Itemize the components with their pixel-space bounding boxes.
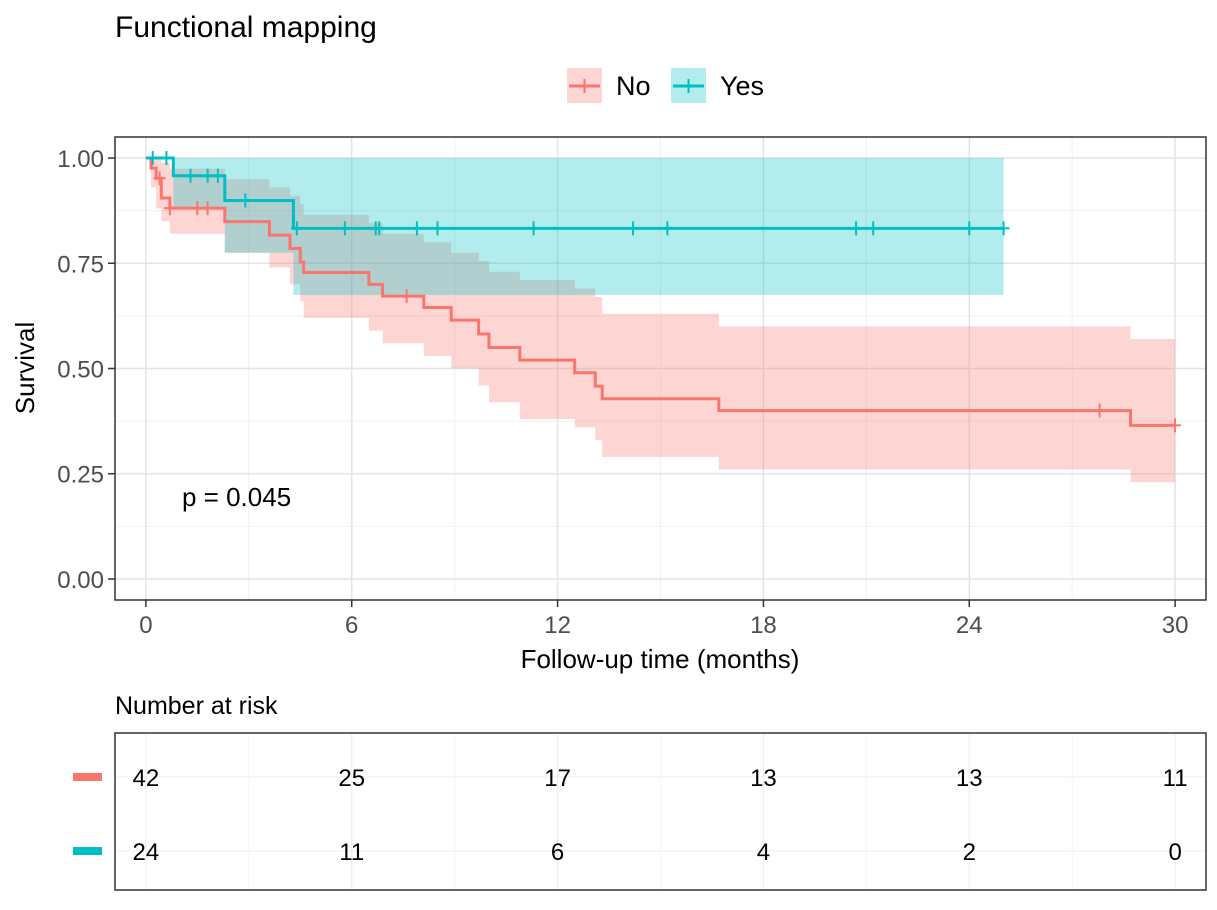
legend-item-no: No bbox=[567, 68, 651, 103]
censor-mark-no bbox=[163, 201, 176, 216]
risk-row-key-yes bbox=[73, 847, 102, 855]
risk-count-no: 11 bbox=[1163, 765, 1188, 792]
x-tick-label: 30 bbox=[1162, 612, 1189, 639]
risk-count-yes: 0 bbox=[1168, 839, 1181, 866]
censor-mark-yes bbox=[146, 151, 159, 166]
risk-count-no: 13 bbox=[956, 765, 983, 792]
survival-curves bbox=[145, 156, 1176, 427]
y-tick-label: 1.00 bbox=[57, 146, 104, 173]
survival-curve-no bbox=[145, 156, 1176, 427]
risk-count-no: 13 bbox=[750, 765, 777, 792]
risk-table-title: Number at risk bbox=[115, 692, 278, 720]
x-axis-title: Follow-up time (months) bbox=[521, 644, 800, 674]
censor-mark-yes bbox=[211, 168, 224, 183]
censor-mark-no bbox=[400, 289, 413, 304]
plot-grid bbox=[115, 137, 1206, 600]
censor-mark-yes bbox=[184, 168, 197, 183]
risk-count-no: 25 bbox=[338, 765, 365, 792]
risk-count-no: 17 bbox=[544, 765, 571, 792]
chart-title: Functional mapping bbox=[115, 11, 377, 44]
risk-count-yes: 24 bbox=[133, 839, 160, 866]
risk-count-yes: 11 bbox=[339, 839, 364, 866]
y-tick-label: 0.25 bbox=[57, 462, 104, 489]
confidence-bands bbox=[145, 158, 1176, 483]
x-tick-label: 24 bbox=[956, 612, 983, 639]
censor-mark-no bbox=[1093, 403, 1106, 418]
censor-marks bbox=[146, 151, 1182, 433]
censor-mark-yes bbox=[527, 221, 540, 236]
censor-mark-no bbox=[1169, 418, 1182, 433]
censor-mark-yes bbox=[373, 221, 386, 236]
ci-band-yes bbox=[145, 158, 1004, 295]
y-tick-label: 0.00 bbox=[57, 567, 104, 594]
legend-label-yes: Yes bbox=[720, 71, 764, 101]
risk-row-key-no bbox=[73, 773, 102, 781]
y-tick-label: 0.75 bbox=[57, 251, 104, 278]
censor-mark-yes bbox=[201, 168, 214, 183]
censor-mark-no bbox=[191, 201, 204, 216]
legend: No Yes bbox=[567, 68, 764, 103]
censor-mark-yes bbox=[338, 221, 351, 236]
censor-mark-yes bbox=[997, 221, 1010, 236]
pvalue-label: p = 0.045 bbox=[182, 482, 291, 512]
censor-mark-yes bbox=[627, 221, 640, 236]
censor-mark-no bbox=[201, 201, 214, 216]
risk-table-border bbox=[114, 732, 1207, 891]
risk-count-no: 42 bbox=[133, 765, 160, 792]
y-axis: 0.00 0.25 0.50 0.75 1.00 bbox=[57, 146, 115, 594]
x-tick-label: 0 bbox=[139, 612, 152, 639]
censor-mark-yes bbox=[867, 221, 880, 236]
risk-count-yes: 6 bbox=[551, 839, 564, 866]
censor-mark-yes bbox=[160, 151, 173, 166]
censor-mark-yes bbox=[290, 221, 303, 236]
legend-label-no: No bbox=[616, 71, 651, 101]
x-tick-label: 12 bbox=[544, 612, 571, 639]
x-axis: 0 6 12 18 24 30 bbox=[139, 600, 1188, 639]
censor-mark-yes bbox=[239, 193, 252, 208]
legend-item-yes: Yes bbox=[671, 68, 764, 103]
y-axis-title: Survival bbox=[10, 322, 40, 414]
censor-mark-yes bbox=[431, 221, 444, 236]
censor-mark-yes bbox=[963, 221, 976, 236]
risk-count-yes: 4 bbox=[757, 839, 770, 866]
y-tick-label: 0.50 bbox=[57, 357, 104, 384]
x-tick-label: 6 bbox=[345, 612, 358, 639]
censor-mark-yes bbox=[661, 221, 674, 236]
ci-band-no bbox=[145, 158, 1176, 483]
censor-mark-yes bbox=[850, 221, 863, 236]
survival-curve-yes bbox=[145, 156, 1004, 230]
risk-count-yes: 2 bbox=[963, 839, 976, 866]
censor-mark-no bbox=[153, 171, 166, 186]
x-tick-label: 18 bbox=[750, 612, 777, 639]
censor-mark-yes bbox=[410, 221, 423, 236]
